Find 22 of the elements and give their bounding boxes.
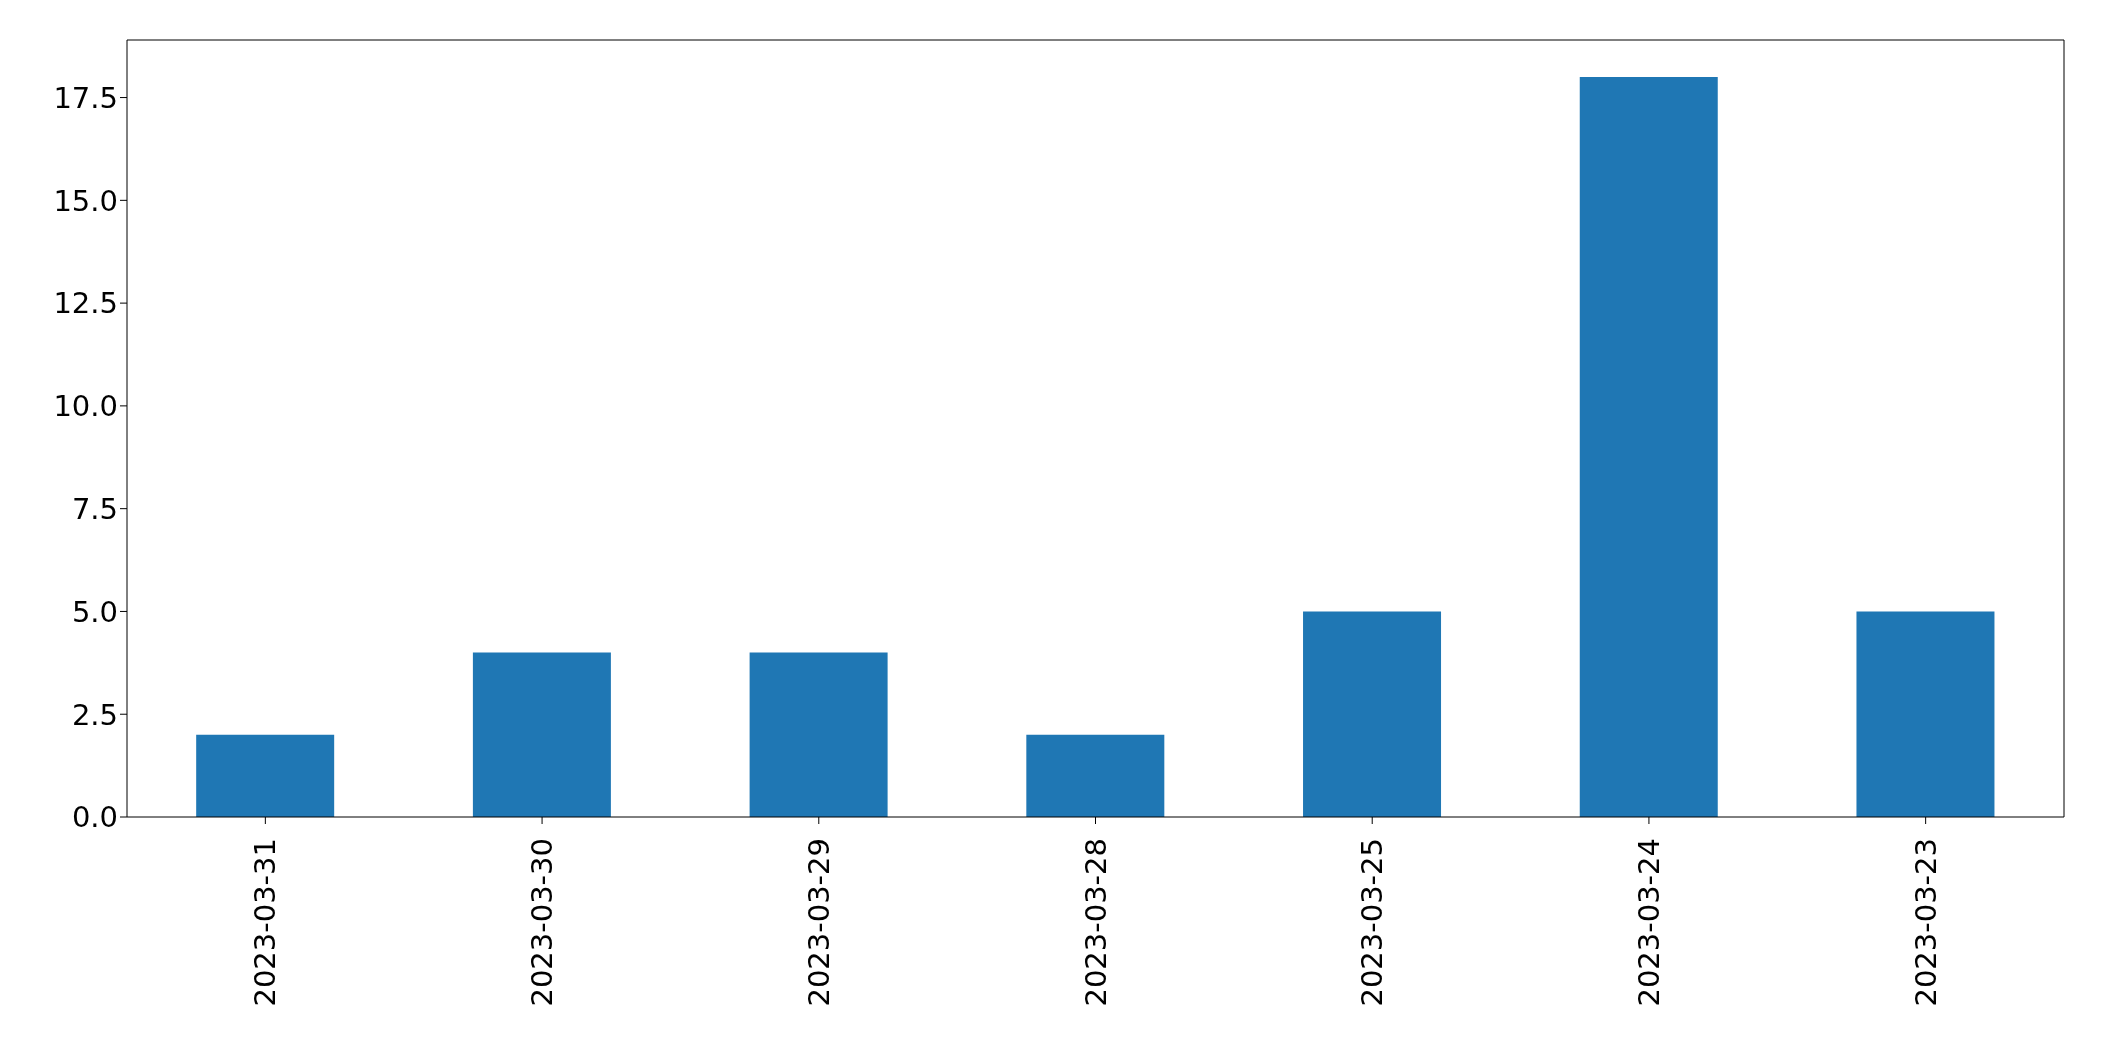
y-tick-label: 15.0 <box>53 183 118 218</box>
y-tick-label: 12.5 <box>53 286 118 321</box>
bar <box>472 652 611 817</box>
y-tick-label: 2.5 <box>71 697 118 732</box>
y-tick-label: 10.0 <box>53 389 118 424</box>
y-tick-label: 5.0 <box>71 594 118 629</box>
bar <box>749 652 888 817</box>
x-tick-label: 2023-03-29 <box>801 838 836 1007</box>
x-tick-label: 2023-03-30 <box>525 838 560 1007</box>
x-tick-label: 2023-03-31 <box>248 838 283 1007</box>
x-tick-label: 2023-03-24 <box>1631 838 1666 1007</box>
y-tick-label: 7.5 <box>71 491 118 526</box>
x-tick-label: 2023-03-28 <box>1078 838 1113 1007</box>
bar <box>196 734 335 817</box>
x-tick-label: 2023-03-25 <box>1355 838 1390 1007</box>
bar <box>1579 77 1718 817</box>
y-tick-label: 17.5 <box>53 80 118 115</box>
bar <box>1026 734 1165 817</box>
bar <box>1303 611 1442 817</box>
x-tick-label: 2023-03-23 <box>1908 838 1943 1007</box>
y-tick-label: 0.0 <box>71 800 118 835</box>
bar <box>1856 611 1995 817</box>
